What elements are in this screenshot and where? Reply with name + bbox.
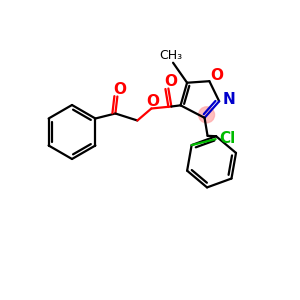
Text: O: O — [164, 74, 177, 89]
Text: O: O — [113, 82, 126, 97]
Text: N: N — [223, 92, 236, 107]
Text: O: O — [146, 94, 159, 109]
Text: CH₃: CH₃ — [160, 49, 183, 62]
Text: Cl: Cl — [220, 130, 236, 146]
Text: O: O — [210, 68, 223, 83]
Circle shape — [199, 107, 214, 123]
